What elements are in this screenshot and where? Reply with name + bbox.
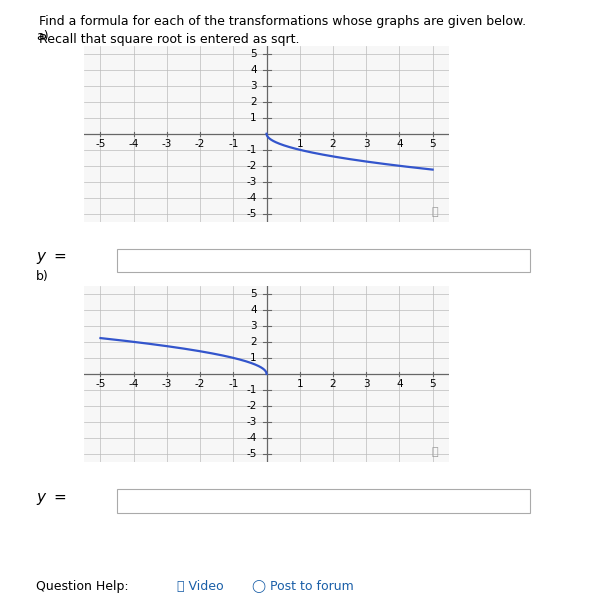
Text: 3: 3 <box>363 139 370 148</box>
Text: -5: -5 <box>95 139 105 148</box>
Text: 2: 2 <box>329 379 336 389</box>
Text: 3: 3 <box>250 321 256 331</box>
Text: Find a formula for each of the transformations whose graphs are given below.
Rec: Find a formula for each of the transform… <box>39 15 526 46</box>
Text: 🔍: 🔍 <box>432 447 438 457</box>
Text: 1: 1 <box>297 139 303 148</box>
Text: a): a) <box>36 30 49 43</box>
Text: -3: -3 <box>246 417 256 427</box>
Text: ⏵ Video: ⏵ Video <box>177 580 223 593</box>
Text: 5: 5 <box>250 49 256 58</box>
Text: 2: 2 <box>250 97 256 106</box>
Text: 4: 4 <box>250 305 256 315</box>
Text: b): b) <box>36 270 49 283</box>
Text: $y\ =$: $y\ =$ <box>36 250 66 266</box>
Text: -1: -1 <box>228 139 238 148</box>
Text: -4: -4 <box>129 139 139 148</box>
Text: $y\ =$: $y\ =$ <box>36 491 66 506</box>
Text: -4: -4 <box>246 433 256 443</box>
Text: -1: -1 <box>228 379 238 389</box>
Text: -3: -3 <box>246 177 256 187</box>
Text: 1: 1 <box>250 353 256 363</box>
Text: 4: 4 <box>250 64 256 75</box>
Text: -2: -2 <box>246 401 256 411</box>
Text: 5: 5 <box>429 139 436 148</box>
Text: -2: -2 <box>195 379 205 389</box>
Text: -4: -4 <box>246 193 256 203</box>
Text: -4: -4 <box>129 379 139 389</box>
Text: 🔍: 🔍 <box>432 207 438 216</box>
Text: ◯ Post to forum: ◯ Post to forum <box>252 580 353 593</box>
Text: Question Help:: Question Help: <box>36 580 129 593</box>
Text: -1: -1 <box>246 145 256 155</box>
Text: -1: -1 <box>246 385 256 395</box>
Text: 5: 5 <box>250 289 256 299</box>
Text: -3: -3 <box>162 139 172 148</box>
Text: 2: 2 <box>329 139 336 148</box>
Text: 1: 1 <box>250 112 256 123</box>
Text: 1: 1 <box>297 379 303 389</box>
Text: -5: -5 <box>246 449 256 459</box>
Text: -3: -3 <box>162 379 172 389</box>
Text: 2: 2 <box>250 337 256 347</box>
Text: 3: 3 <box>250 81 256 91</box>
Text: 5: 5 <box>429 379 436 389</box>
Text: -2: -2 <box>246 161 256 171</box>
Text: -2: -2 <box>195 139 205 148</box>
Text: 3: 3 <box>363 379 370 389</box>
Text: 4: 4 <box>396 139 403 148</box>
Text: -5: -5 <box>95 379 105 389</box>
Text: -5: -5 <box>246 209 256 219</box>
Text: 4: 4 <box>396 379 403 389</box>
